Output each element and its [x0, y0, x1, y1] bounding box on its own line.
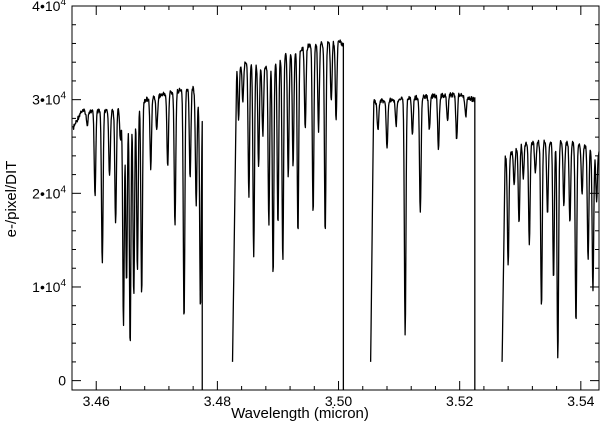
x-tick-label: 3.48	[204, 393, 231, 409]
x-tick-label: 3.46	[83, 393, 110, 409]
plot-frame	[71, 5, 600, 391]
x-axis-title: Wavelength (micron)	[231, 405, 369, 422]
spectrum-segment-2	[231, 39, 345, 390]
x-tick-labels: 3.46 3.48 3.50 3.52 3.54	[83, 393, 595, 409]
y-tick-label: 3•104	[32, 91, 66, 108]
y-tick-label: 4•104	[32, 0, 66, 14]
plot-content	[72, 39, 600, 390]
spectrum-segment-1	[72, 85, 203, 390]
spectrum-segment-4	[501, 139, 600, 362]
y-axis-title: e-/pixel/DIT	[3, 161, 20, 238]
y-tick-labels: 0 1•104 2•104 3•104 4•104	[32, 0, 66, 389]
spectrum-segment-3	[369, 92, 476, 390]
x-tick-label: 3.50	[325, 393, 352, 409]
x-tick-label: 3.54	[567, 393, 594, 409]
x-tick-label: 3.52	[446, 393, 473, 409]
y-tick-label: 1•104	[32, 278, 66, 295]
y-tick-label: 0	[58, 373, 66, 389]
y-tick-label: 2•104	[32, 184, 66, 201]
axis-ticks	[71, 5, 599, 390]
